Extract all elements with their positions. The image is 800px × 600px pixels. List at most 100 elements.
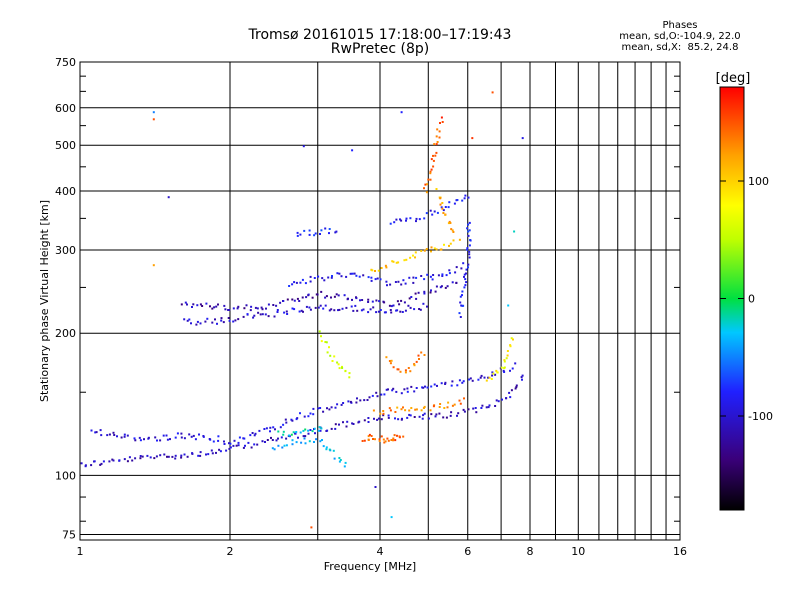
scatter-point: [456, 199, 459, 201]
scatter-point: [265, 307, 267, 310]
scatter-point: [402, 435, 405, 438]
scatter-point: [288, 434, 291, 437]
scatter-point: [299, 431, 302, 434]
scatter-point: [362, 308, 365, 311]
scatter-point: [261, 308, 264, 311]
scatter-point: [313, 427, 316, 430]
scatter-point: [468, 250, 471, 253]
scatter-point: [353, 272, 356, 275]
scatter-point: [440, 382, 443, 385]
scatter-point: [419, 308, 422, 311]
scatter-point: [389, 283, 392, 286]
scatter-point: [445, 274, 448, 277]
scatter-point: [328, 309, 331, 312]
scatter-point: [405, 258, 408, 261]
phase-stats: Phases mean, sd,O:-104.9, 22.0 mean, sd,…: [580, 20, 780, 53]
scatter-point: [174, 457, 177, 460]
scatter-point: [430, 385, 433, 388]
scatter-point: [392, 304, 395, 307]
scatter-point: [421, 417, 424, 420]
scatter-point: [429, 172, 432, 175]
scatter-point: [455, 266, 458, 269]
scatter-point: [449, 414, 452, 417]
scatter-point: [406, 416, 409, 419]
scatter-point: [191, 452, 194, 455]
scatter-point: [389, 409, 392, 412]
scatter-point: [408, 276, 411, 279]
scatter-point: [199, 322, 202, 325]
scatter-point: [435, 151, 438, 154]
scatter-point: [139, 439, 142, 442]
scatter-point: [277, 430, 280, 433]
scatter-point: [269, 430, 271, 433]
scatter-point: [302, 145, 305, 148]
scatter-point: [126, 434, 129, 437]
scatter-point: [438, 136, 441, 139]
scatter-point: [370, 276, 373, 279]
scatter-point: [352, 423, 355, 425]
scatter-point: [509, 396, 512, 399]
scatter-point: [420, 351, 423, 354]
scatter-point: [220, 317, 223, 320]
scatter-point: [439, 403, 442, 405]
scatter-point: [233, 439, 236, 442]
scatter-point: [322, 410, 325, 413]
scatter-point: [382, 410, 385, 412]
scatter-point: [242, 446, 245, 449]
phase-stats-x: mean, sd,X: 85.2, 24.8: [621, 42, 739, 53]
y-axis-label: Stationary phase Virtual Height [km]: [38, 200, 51, 402]
scatter-point: [340, 275, 343, 278]
scatter-point: [395, 261, 398, 264]
scatter-point: [338, 457, 341, 459]
scatter-point: [324, 296, 327, 299]
scatter-point: [432, 154, 434, 157]
scatter-point: [341, 365, 343, 368]
scatter-point: [415, 297, 418, 300]
scatter-point: [434, 154, 437, 157]
scatter-point: [206, 317, 209, 320]
scatter-point: [440, 206, 443, 209]
scatter-point: [421, 386, 424, 389]
scatter-point: [159, 454, 162, 457]
scatter-point: [376, 395, 379, 398]
scatter-point: [414, 408, 417, 411]
scatter-point: [309, 429, 312, 431]
scatter-point: [310, 526, 313, 529]
scatter-point: [314, 232, 317, 235]
scatter-point: [139, 455, 142, 457]
scatter-point: [430, 168, 433, 171]
scatter-point: [166, 438, 169, 441]
scatter-point: [234, 319, 237, 322]
scatter-point: [429, 291, 432, 294]
scatter-point: [433, 247, 436, 250]
scatter-point: [319, 407, 322, 409]
scatter-point: [228, 309, 231, 311]
scatter-point: [393, 434, 396, 437]
scatter-point: [376, 277, 379, 280]
scatter-point: [394, 417, 396, 420]
scatter-point: [390, 516, 393, 519]
scatter-point: [375, 391, 378, 394]
scatter-point: [368, 433, 371, 436]
scatter-point: [296, 234, 299, 237]
scatter-point: [451, 229, 454, 232]
scatter-point: [237, 318, 240, 321]
scatter-point: [112, 459, 115, 462]
scatter-point: [458, 399, 461, 402]
scatter-point: [102, 460, 105, 463]
scatter-point: [367, 421, 370, 423]
scatter-point: [508, 391, 511, 394]
scatter-point: [400, 418, 403, 421]
scatter-point: [120, 436, 123, 439]
scatter-point: [423, 187, 425, 190]
scatter-point: [334, 231, 337, 234]
scatter-point: [412, 276, 415, 279]
scatter-point: [300, 309, 303, 312]
scatter-point: [451, 281, 454, 284]
scatter-point: [467, 266, 469, 269]
scatter-point: [186, 303, 188, 306]
scatter-point: [520, 376, 523, 379]
scatter-point: [503, 360, 506, 363]
scatter-point: [483, 376, 486, 379]
scatter-point: [463, 197, 466, 200]
